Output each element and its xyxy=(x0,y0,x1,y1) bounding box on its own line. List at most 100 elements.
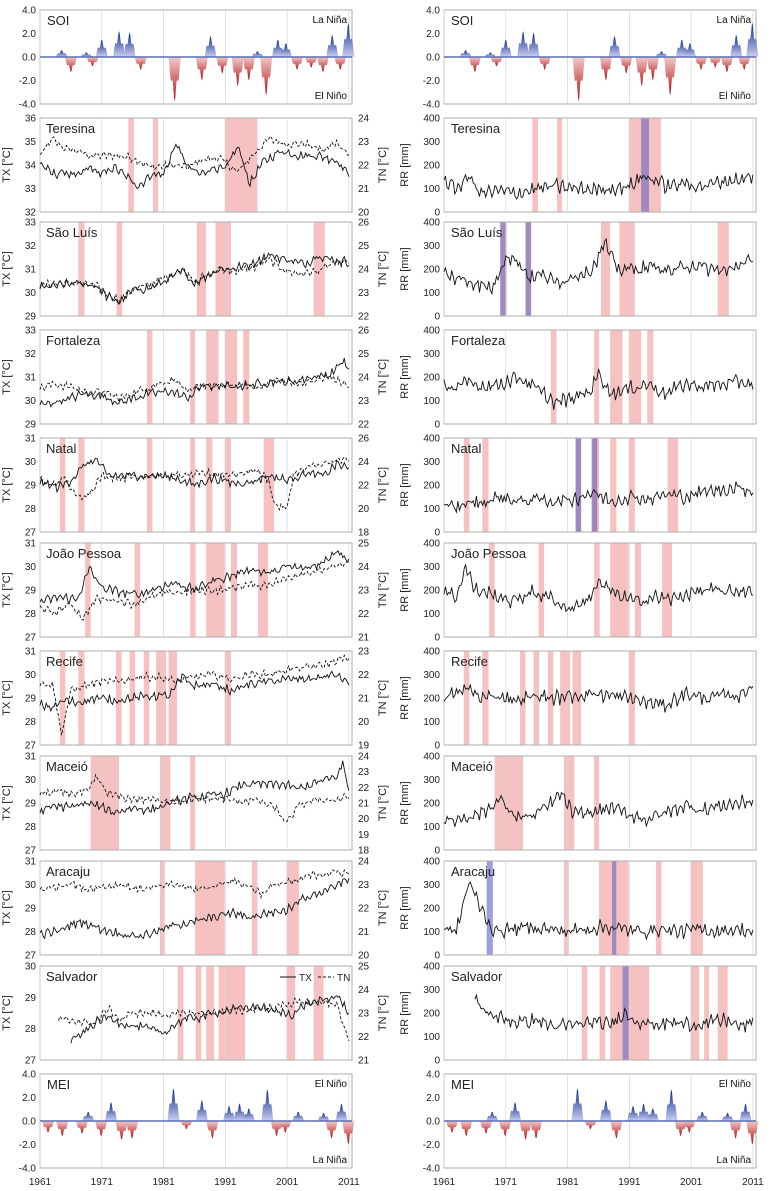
el-nino-shading xyxy=(224,966,246,1060)
el-nino-shading xyxy=(690,861,703,955)
tn-axis-label: TN [°C] xyxy=(377,890,389,926)
y-tick-label: 0 xyxy=(434,312,440,323)
el-nino-shading xyxy=(538,543,545,637)
y-tick-label: 100 xyxy=(423,1032,440,1043)
soi-anomaly-area xyxy=(620,57,633,74)
station-name: Salvador xyxy=(451,969,503,984)
soi-anomaly-area xyxy=(746,22,759,57)
mei-anomaly-area xyxy=(270,1121,283,1137)
y-tick-label: 22 xyxy=(358,1032,370,1043)
el-nino-shading xyxy=(263,438,275,532)
soi-anomaly-area xyxy=(231,57,244,87)
tn-axis-label: TN [°C] xyxy=(377,785,389,821)
tx-axis-label: TX [°C] xyxy=(1,359,13,395)
mei-anomaly-area xyxy=(261,1089,274,1121)
la-nina-shading xyxy=(575,438,582,532)
el-nino-shading xyxy=(224,118,258,212)
mei-name: MEI xyxy=(451,1077,474,1092)
y-tick-label: 0.0 xyxy=(426,53,440,64)
station-name: Maceió xyxy=(46,759,88,774)
mei-anomaly-area xyxy=(499,1121,512,1137)
mei-anomaly-area xyxy=(82,1111,95,1121)
el-nino-shading xyxy=(168,651,178,745)
el-nino-shading xyxy=(224,651,231,745)
mei-anomaly-area xyxy=(167,1088,180,1121)
station-name: Maceió xyxy=(451,759,493,774)
y-tick-label: 29 xyxy=(25,586,37,597)
soi-anomaly-area xyxy=(608,35,621,57)
soi-anomaly-area xyxy=(646,57,659,81)
el-nino-shading xyxy=(594,543,600,637)
soi-anomaly-area xyxy=(599,57,612,81)
tx-series-line xyxy=(39,143,350,190)
rr-series-line xyxy=(443,237,753,296)
gridlines xyxy=(39,861,350,955)
tx-series-line xyxy=(39,357,350,408)
x-tick-label: 1991 xyxy=(214,1177,237,1188)
gridlines xyxy=(443,330,754,424)
mei-anomaly-area xyxy=(342,1121,355,1145)
y-tick-label: 30 xyxy=(25,562,37,573)
rr-axis-label: RR [mm] xyxy=(399,463,411,506)
tn-series-line xyxy=(39,869,349,900)
x-tick-label: 2001 xyxy=(276,1177,299,1188)
y-tick-label: 300 xyxy=(423,670,440,681)
soi-anomaly-area xyxy=(709,57,722,68)
y-tick-label: 21 xyxy=(358,799,370,810)
y-tick-label: 33 xyxy=(25,218,37,229)
y-tick-label: 21 xyxy=(358,927,370,938)
y-tick-label: 31 xyxy=(25,752,37,763)
mei-anomaly-area xyxy=(41,1121,55,1133)
tx-axis-label: TX [°C] xyxy=(1,572,13,608)
y-tick-label: -4.0 xyxy=(19,1164,37,1175)
mei-anomaly-area xyxy=(325,1121,338,1139)
el-nino-shading xyxy=(594,330,600,424)
y-tick-label: 29 xyxy=(25,481,37,492)
el-nino-shading xyxy=(85,543,91,637)
station-name: Fortaleza xyxy=(451,333,506,348)
el-nino-shading xyxy=(599,966,606,1060)
tx-series-line xyxy=(70,995,350,1044)
y-tick-label: 32 xyxy=(25,241,37,252)
el-nino-shading xyxy=(550,330,557,424)
temp-panel xyxy=(39,437,353,533)
mei-anomaly-area xyxy=(637,1103,650,1121)
legend-tx-label: TX xyxy=(299,973,312,984)
y-tick-label: 31 xyxy=(25,265,37,276)
y-tick-label: -4.0 xyxy=(423,1164,441,1175)
rain-panel xyxy=(443,329,757,425)
el-nino-shading xyxy=(463,438,470,532)
y-tick-label: 100 xyxy=(423,288,440,299)
y-tick-label: 4.0 xyxy=(426,6,440,17)
rr-series-line xyxy=(443,368,754,410)
y-tick-label: 200 xyxy=(423,1009,440,1020)
mei-anomaly-area xyxy=(460,1121,473,1137)
y-tick-label: 22 xyxy=(358,670,370,681)
soi-anomaly-area xyxy=(242,57,255,81)
y-tick-label: 27 xyxy=(25,951,37,962)
soi-anomaly-area xyxy=(216,57,229,74)
station-name: Natal xyxy=(451,441,481,456)
y-tick-label: 4.0 xyxy=(22,1070,36,1081)
tx-axis-label: TX [°C] xyxy=(1,147,13,183)
el-nino-shading xyxy=(599,861,613,955)
soi-anomaly-area xyxy=(271,39,284,57)
y-tick-label: 0 xyxy=(434,208,440,219)
y-tick-label: 33 xyxy=(25,326,37,337)
el-nino-shading xyxy=(128,118,134,212)
el-nino-shading xyxy=(206,438,213,532)
station-name: Aracaju xyxy=(46,864,90,879)
y-tick-label: 100 xyxy=(423,927,440,938)
mei-anomaly-area xyxy=(571,1088,584,1121)
rr-axis-label: RR [mm] xyxy=(399,886,411,929)
soi-anomaly-area xyxy=(730,34,743,57)
mei-anomaly-area xyxy=(584,1121,597,1130)
y-tick-label: 27 xyxy=(25,741,37,752)
y-tick-label: 25 xyxy=(358,539,370,550)
mei-anomaly-area xyxy=(335,1103,348,1121)
soi-anomaly-area xyxy=(527,32,540,57)
y-tick-label: 2.0 xyxy=(22,1093,36,1104)
y-tick-label: 31 xyxy=(25,539,37,550)
mei-anomaly-area xyxy=(95,1121,108,1137)
station-name: Aracaju xyxy=(451,864,495,879)
